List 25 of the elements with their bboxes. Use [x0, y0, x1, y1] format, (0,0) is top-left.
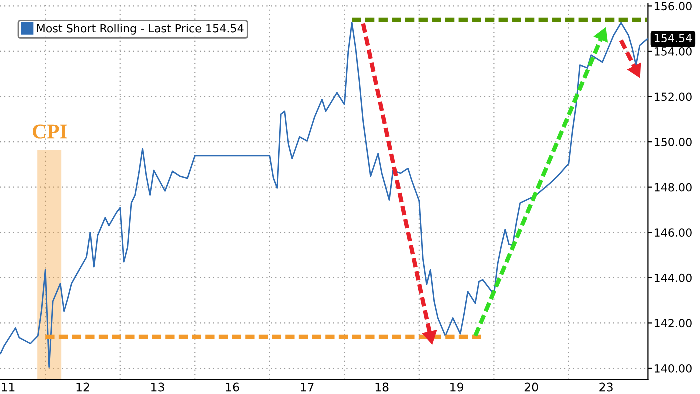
- legend-label: Most Short Rolling - Last Price 154.54: [37, 24, 244, 35]
- y-tick-label: 152.00: [654, 92, 692, 102]
- x-tick-label: 13: [152, 382, 164, 392]
- x-tick-label: 19: [450, 382, 464, 392]
- text: 154.54: [654, 34, 692, 42]
- y-tick-label: 148.00: [654, 183, 692, 192]
- x-tick-label: 11: [2, 382, 15, 392]
- point: [594, 28, 608, 42]
- y-tick-label: 144.00: [654, 274, 692, 282]
- x-tick-label: 23: [600, 382, 613, 392]
- y-tick-label: 150.00: [654, 138, 692, 146]
- point: [628, 63, 642, 78]
- x-tick-label: 16: [226, 382, 240, 392]
- x-tick-label: 12: [76, 382, 90, 392]
- y-tick-label: 140.00: [654, 364, 692, 373]
- y-tick-label: 156.00: [654, 2, 692, 11]
- y-tick-label: 146.00: [654, 228, 692, 238]
- y-tick-label: 142.00: [654, 319, 692, 328]
- point: [422, 330, 437, 344]
- line-series: [0, 22, 648, 368]
- x-tick-label: 20: [524, 382, 538, 392]
- annotation: CPI: [32, 124, 68, 139]
- x-tick-label: 17: [301, 382, 314, 392]
- y-tick-label: 154.00: [654, 47, 692, 56]
- x-tick-label: 18: [376, 382, 389, 392]
